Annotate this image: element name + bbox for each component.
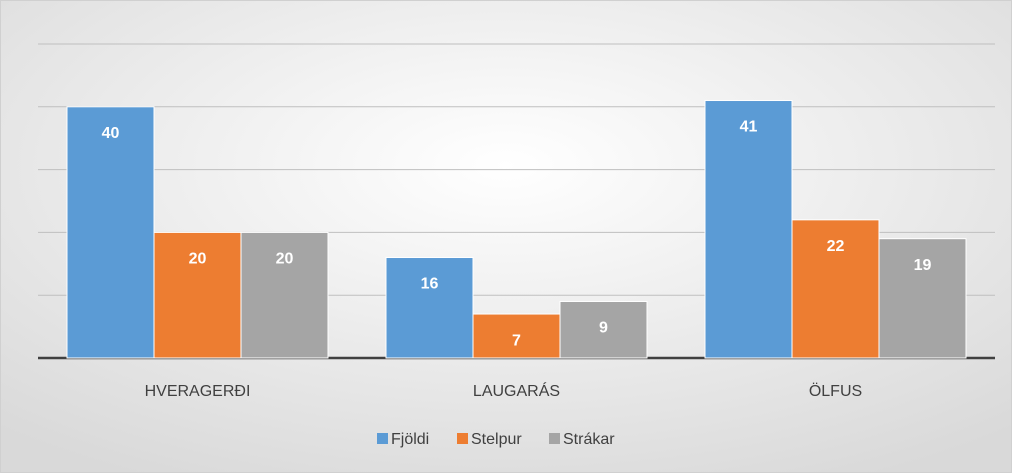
legend-label: Fjöldi — [391, 431, 429, 448]
bar — [559, 300, 648, 359]
x-tick-label: HVERAGERÐI — [145, 383, 251, 400]
x-tick-label: LAUGARÁS — [473, 381, 560, 400]
bar — [791, 219, 880, 359]
data-label: 9 — [599, 320, 608, 337]
data-label: 20 — [189, 251, 207, 268]
bar — [878, 238, 967, 359]
bar — [472, 313, 561, 359]
data-label: 41 — [740, 119, 758, 136]
legend-swatch — [549, 433, 560, 444]
data-label: 16 — [421, 276, 439, 293]
legend-swatch — [377, 433, 388, 444]
bar — [704, 100, 793, 359]
data-label: 7 — [512, 332, 521, 349]
legend-label: Strákar — [563, 431, 615, 448]
data-label: 19 — [914, 257, 932, 274]
data-label: 20 — [276, 251, 294, 268]
legend-swatch — [457, 433, 468, 444]
data-label: 40 — [102, 125, 120, 142]
legend-label: Stelpur — [471, 431, 522, 448]
bar — [385, 257, 474, 359]
x-tick-label: ÖLFUS — [809, 382, 862, 400]
bar — [240, 231, 329, 359]
bar — [66, 106, 155, 359]
data-label: 22 — [827, 238, 845, 255]
